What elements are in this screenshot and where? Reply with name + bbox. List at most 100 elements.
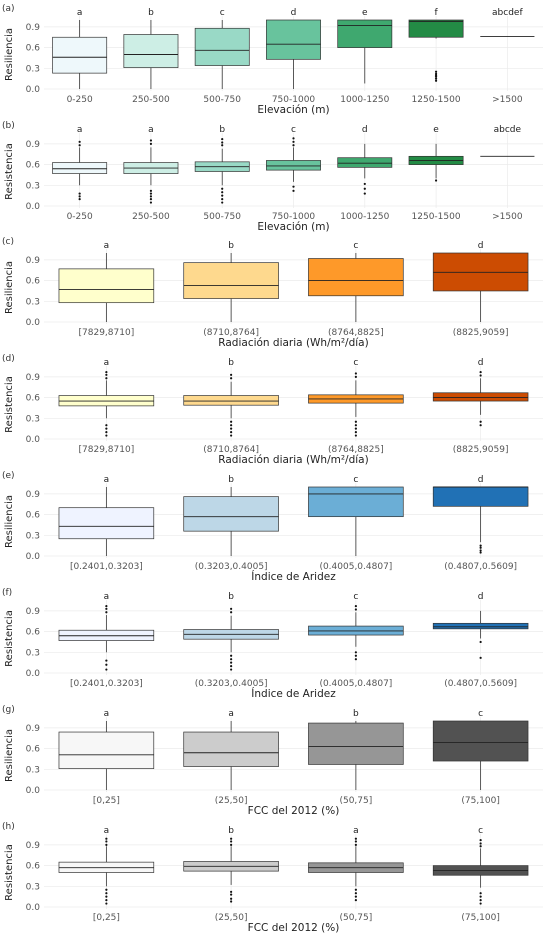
outlier-point [105,663,108,666]
outlier-point [105,888,108,891]
x-tick-label: [0.2401,0.3203] [70,679,143,689]
group-letter: a [228,709,234,719]
box-rect [432,622,529,630]
y-tick-label: 0.9 [26,490,41,500]
outlier-point [292,185,295,188]
group-letter: a [104,358,110,368]
box-0: a [58,592,155,671]
box-2: c [308,592,404,661]
outlier-point [479,902,482,905]
box-3: d [432,358,529,427]
outlier-point [105,370,108,374]
outlier-point [230,427,233,430]
group-letter: a [104,241,110,251]
box-rect [432,392,529,402]
box-4: d [337,125,393,195]
outlier-point [354,372,357,375]
outlier-point [230,424,233,427]
group-letter: c [353,475,358,485]
y-tick-label: 0.0 [26,435,41,445]
group-letter: c [353,241,358,251]
box-3: d [432,241,529,322]
group-letter: c [353,592,358,602]
box-2: a [308,826,404,902]
outlier-point [78,192,81,195]
outlier-point [105,837,108,840]
outlier-point [479,374,482,377]
x-tick-label: [7829,8710] [79,328,135,338]
x-axis-label: Elevación (m) [257,104,329,116]
box-0: a [58,826,155,905]
box-3: c [266,125,321,192]
y-tick-label: 0.9 [26,373,41,383]
box-6: abcdef [480,8,535,38]
outlier-point [479,546,482,549]
outlier-point [354,837,357,840]
x-tick-label: (8764,8825] [328,445,384,455]
x-axis-label: Radiación diaria (Wh/m²/día) [218,454,368,466]
outlier-point [221,201,224,204]
group-letter: a [104,475,110,485]
outlier-point [434,70,438,73]
x-tick-label: (25,50] [215,796,248,806]
y-tick-label: 0.0 [26,202,41,212]
x-tick-label: 1250-1500 [412,95,461,105]
box-5: f [408,8,464,82]
y-tick-label: 0.3 [26,648,40,658]
outlier-point [354,431,357,434]
outlier-point [221,198,224,201]
outlier-point [354,424,357,427]
outlier-point [479,544,482,547]
y-tick-label: 0.3 [26,765,40,775]
y-tick-label: 0.3 [26,531,40,541]
y-axis-label: Resistencia [4,143,15,200]
box-2: c [308,475,404,556]
group-letter: b [219,125,225,135]
x-tick-label: (8825,9059] [453,328,509,338]
box-3: d [266,8,321,89]
box-rect [337,157,393,168]
outlier-point [479,845,482,848]
x-tick-label: (50,75] [339,913,372,923]
x-tick-label: >1500 [492,212,523,222]
outlier-point [149,142,153,145]
outlier-point [354,658,357,661]
outlier-point [78,140,81,143]
box-1: b [183,826,279,903]
x-tick-label: (75,100] [461,796,500,806]
x-tick-label: (25,50] [215,913,248,923]
group-letter: a [148,125,154,135]
outlier-point [105,668,108,671]
box-1: a [183,709,279,790]
group-letter: b [148,8,154,18]
panel-label: (h) [2,822,15,832]
outlier-point [78,144,81,147]
box-rect [123,34,179,68]
panel-5: (f) 0.0 0.3 0.6 0.9 Resistencia a [0.2401,0.320… [2,588,543,700]
outlier-point [230,658,233,661]
outlier-point [230,377,233,380]
y-tick-label: 0.6 [26,277,41,287]
outlier-point [230,420,233,423]
y-tick-label: 0.0 [26,85,41,95]
box-0: a [52,8,108,89]
x-tick-label: (50,75] [339,796,372,806]
group-letter: c [478,826,483,836]
outlier-point [434,179,438,182]
box-2: b [308,709,404,790]
y-tick-label: 0.9 [26,140,41,150]
box-3: c [432,826,529,905]
outlier-point [221,141,224,144]
y-axis-label: Resistencia [4,376,15,433]
outlier-point [363,182,366,186]
box-rect [408,19,464,38]
box-0: a [58,358,155,437]
group-letter: a [77,8,83,18]
x-tick-label: (8710,8764] [203,445,259,455]
outlier-point [105,899,108,902]
box-rect [308,258,404,297]
outlier-point [363,192,366,195]
y-axis-label: Resiliencia [4,28,15,81]
outlier-point [363,187,366,190]
